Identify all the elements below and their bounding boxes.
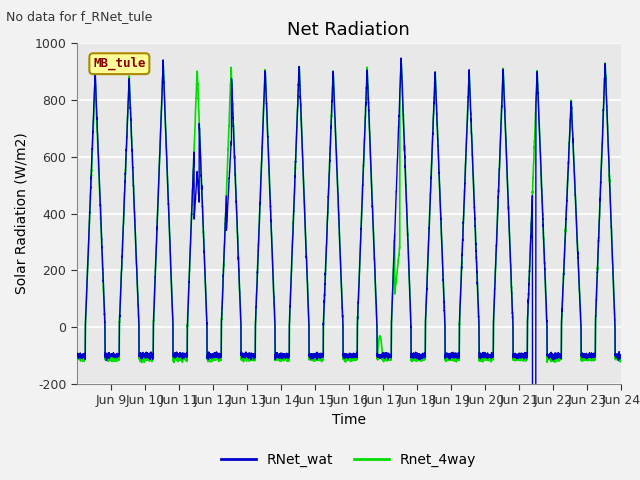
RNet_wat — [92, 81, 100, 86]
Rnet_4way — [488, 356, 496, 362]
Rnet_4way — [329, 83, 337, 89]
RNet_wat — [529, 390, 536, 396]
Rnet_4way — [92, 92, 100, 98]
RNet_wat — [397, 55, 405, 61]
RNet_wat — [404, 258, 412, 264]
Line: RNet_wat: RNet_wat — [77, 58, 621, 393]
RNet_wat — [329, 84, 337, 89]
RNet_wat — [73, 352, 81, 358]
Text: No data for f_RNet_tule: No data for f_RNet_tule — [6, 10, 153, 23]
Text: MB_tule: MB_tule — [93, 57, 146, 71]
Rnet_4way — [73, 353, 81, 359]
Legend: RNet_wat, Rnet_4way: RNet_wat, Rnet_4way — [216, 447, 482, 472]
Rnet_4way — [405, 263, 413, 268]
Y-axis label: Solar Radiation (W/m2): Solar Radiation (W/m2) — [15, 133, 29, 294]
Rnet_4way — [397, 56, 405, 62]
RNet_wat — [390, 257, 397, 263]
RNet_wat — [488, 354, 495, 360]
RNet_wat — [282, 352, 290, 358]
Rnet_4way — [617, 356, 625, 361]
Rnet_4way — [282, 355, 290, 361]
Rnet_4way — [390, 253, 397, 259]
X-axis label: Time: Time — [332, 413, 366, 427]
Line: Rnet_4way: Rnet_4way — [77, 59, 621, 363]
Rnet_4way — [138, 360, 145, 366]
Title: Net Radiation: Net Radiation — [287, 21, 410, 39]
RNet_wat — [617, 352, 625, 358]
